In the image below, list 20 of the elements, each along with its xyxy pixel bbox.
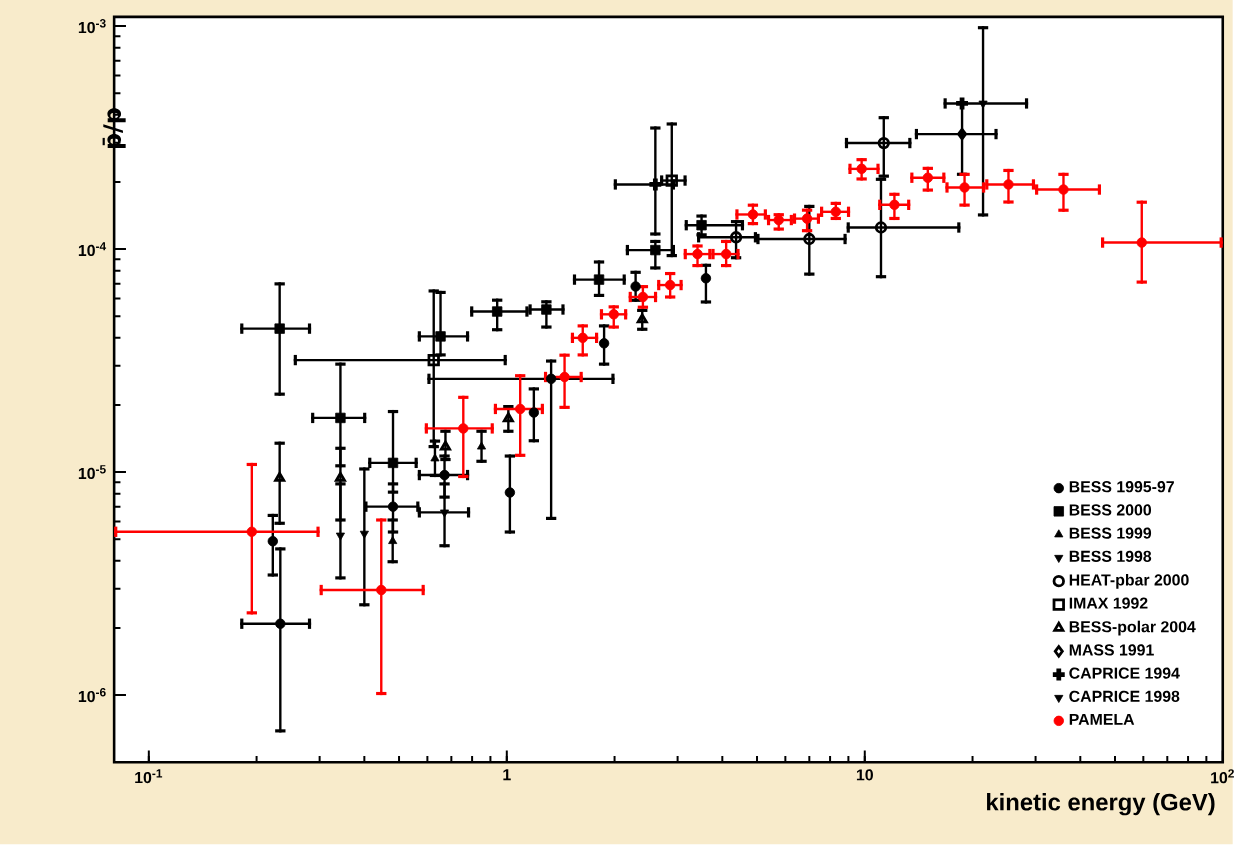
legend-label: PAMELA (1069, 714, 1135, 726)
y-tick-label: 10$^{-5}$ (78, 465, 106, 480)
y-tick-label: 10$^{-3}$ (78, 19, 106, 34)
x-tick-label: 10$^{-1}$ (135, 769, 163, 784)
y-tick-label: 10$^{-4}$ (78, 242, 107, 257)
legend-label: BESS 1999 (1069, 527, 1152, 539)
y-tick-label: 10$^{-6}$ (78, 688, 106, 703)
legend-label: BESS 1998 (1069, 550, 1152, 563)
legend-label: HEAT-pbar 2000 (1069, 574, 1189, 589)
x-tick-label: 10$^{2}$ (1211, 769, 1234, 784)
legend-label: CAPRICE 1994 (1069, 667, 1180, 679)
legend-label: BESS-polar 2004 (1069, 620, 1196, 636)
legend-label: CAPRICE 1998 (1069, 690, 1180, 703)
legend-label: BESS 2000 (1069, 504, 1152, 516)
x-tick-label: 10 (856, 769, 873, 781)
legend-label: BESS 1995-97 (1069, 481, 1174, 493)
x-tick-label: 1 (503, 769, 511, 781)
legend-label: MASS 1991 (1069, 644, 1154, 656)
legend-label: IMAX 1992 (1069, 597, 1148, 609)
x-axis-title: kinetic energy (GeV) (987, 793, 1215, 816)
